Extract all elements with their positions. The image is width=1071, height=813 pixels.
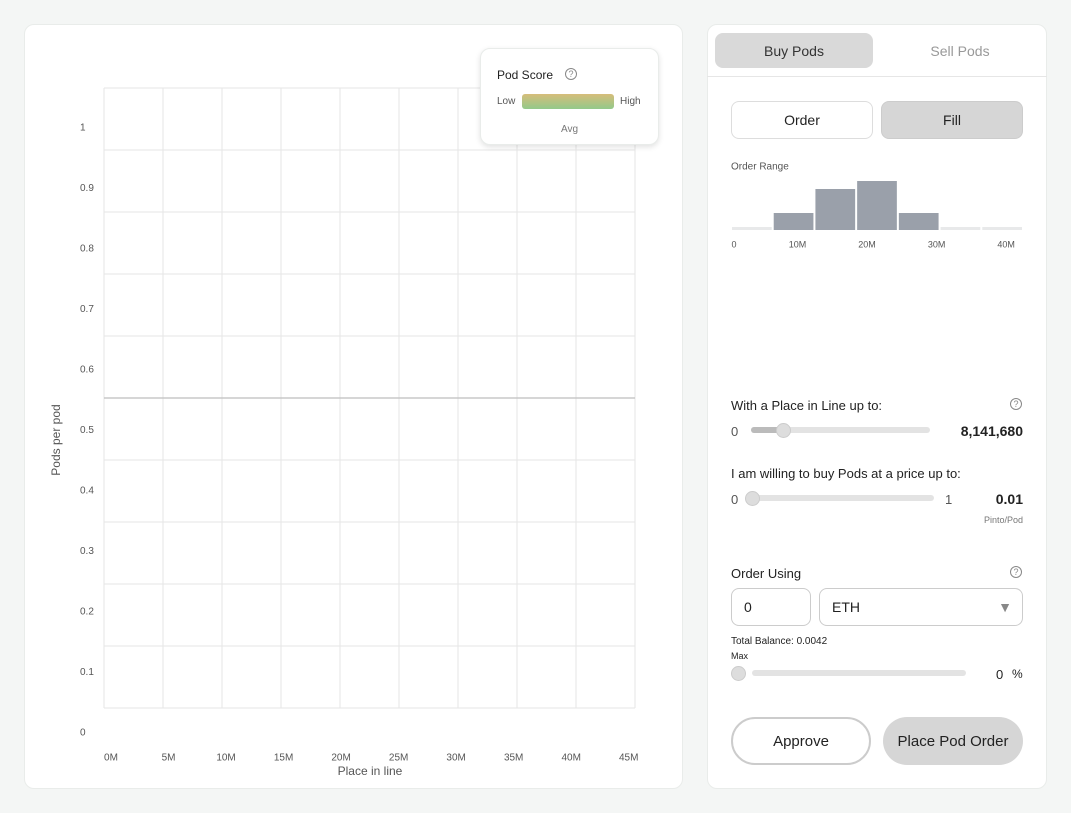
pod-score-title: Pod Score <box>497 68 554 82</box>
approve-button[interactable]: Approve <box>731 717 871 765</box>
histogram-bar <box>898 213 939 230</box>
slider-track[interactable] <box>751 427 930 433</box>
x-tick-label: 0M <box>104 753 118 764</box>
y-tick-label: 0.9 <box>80 183 94 194</box>
y-tick-label: 1 <box>80 123 86 134</box>
slider-value: 8,141,680 <box>960 423 1023 439</box>
help-icon[interactable]: ? <box>1010 398 1022 410</box>
balance: Total Balance: 0.0042 <box>731 636 828 647</box>
label: I am willing to buy Pods at a price up t… <box>731 466 961 481</box>
slider-value: 0.01 <box>995 491 1023 507</box>
help-icon[interactable]: ? <box>565 68 577 80</box>
tab[interactable]: Sell Pods <box>930 42 990 59</box>
order-card <box>707 24 1047 789</box>
mode-button[interactable]: Fill <box>881 101 1023 139</box>
histogram-bar <box>857 181 897 230</box>
histogram-tick-label: 30M <box>928 239 946 249</box>
histogram-title: Order Range <box>731 162 789 173</box>
x-tick-label: 45M <box>619 753 638 764</box>
place-order-button[interactable]: Place Pod Order <box>883 717 1023 765</box>
dropdown-arrow: ▼ <box>998 599 1012 615</box>
y-tick-label: 0.3 <box>80 546 94 557</box>
y-tick-label: 0.7 <box>80 304 94 315</box>
histogram-bar <box>982 227 1022 230</box>
x-tick-label: 30M <box>446 753 465 764</box>
slider-max: 1 <box>945 492 953 507</box>
slider-track[interactable] <box>751 495 934 501</box>
label: With a Place in Line up to: <box>731 398 883 413</box>
histogram-bar <box>732 227 772 230</box>
y-tick-label: 0 <box>80 728 86 739</box>
slider-knob[interactable] <box>745 491 760 506</box>
slider-min: 0 <box>731 424 739 439</box>
x-tick-label: 20M <box>331 753 350 764</box>
divider <box>707 76 1047 77</box>
y-tick-label: 0.8 <box>80 244 94 255</box>
x-axis-label: Place in line <box>338 764 403 778</box>
histogram-tick-label: 10M <box>789 239 807 249</box>
high-label: High <box>620 96 641 107</box>
pod-score-popup: Pod Score ? Low High Avg <box>480 48 659 145</box>
score-gradient <box>522 94 614 109</box>
y-tick-label: 0.6 <box>80 365 94 376</box>
y-tick-label: 0.4 <box>80 486 94 497</box>
histogram-bar <box>815 189 856 230</box>
x-tick-label: 35M <box>504 753 523 764</box>
y-tick-label: 0.5 <box>80 425 94 436</box>
histogram-tick-label: 40M <box>997 239 1015 249</box>
slider-knob[interactable] <box>776 423 791 438</box>
histogram-bar <box>773 213 814 230</box>
x-tick-label: 40M <box>561 753 580 764</box>
mode-button[interactable]: Order <box>731 101 873 139</box>
x-tick-label: 10M <box>216 753 235 764</box>
percent-value: 0 <box>996 667 1004 682</box>
low-label: Low <box>497 96 516 107</box>
x-tick-label: 5M <box>162 753 176 764</box>
token-select[interactable]: ETH ▼ <box>819 588 1023 626</box>
tab[interactable]: Buy Pods <box>715 33 873 68</box>
amount-input[interactable]: 0 <box>731 588 811 626</box>
max-label: Max <box>731 651 749 661</box>
slider-min: 0 <box>731 492 739 507</box>
x-tick-label: 15M <box>274 753 293 764</box>
help-icon[interactable]: ? <box>1010 566 1022 578</box>
label: Order Using <box>731 566 802 581</box>
slider-knob[interactable] <box>731 666 746 681</box>
y-tick-label: 0.1 <box>80 667 94 678</box>
y-tick-label: 0.2 <box>80 607 94 618</box>
histogram-bar <box>940 227 981 230</box>
percent-sign: % <box>1012 667 1023 681</box>
histogram-tick-label: 0 <box>731 239 736 249</box>
x-tick-label: 25M <box>389 753 408 764</box>
y-axis-label: Pods per pod <box>49 404 63 475</box>
token: ETH <box>832 599 860 615</box>
avg-label: Avg <box>561 124 579 135</box>
unit: Pinto/Pod <box>983 515 1023 525</box>
chart-card <box>24 24 683 789</box>
slider-track[interactable] <box>752 670 966 676</box>
histogram-tick-label: 20M <box>858 239 876 249</box>
